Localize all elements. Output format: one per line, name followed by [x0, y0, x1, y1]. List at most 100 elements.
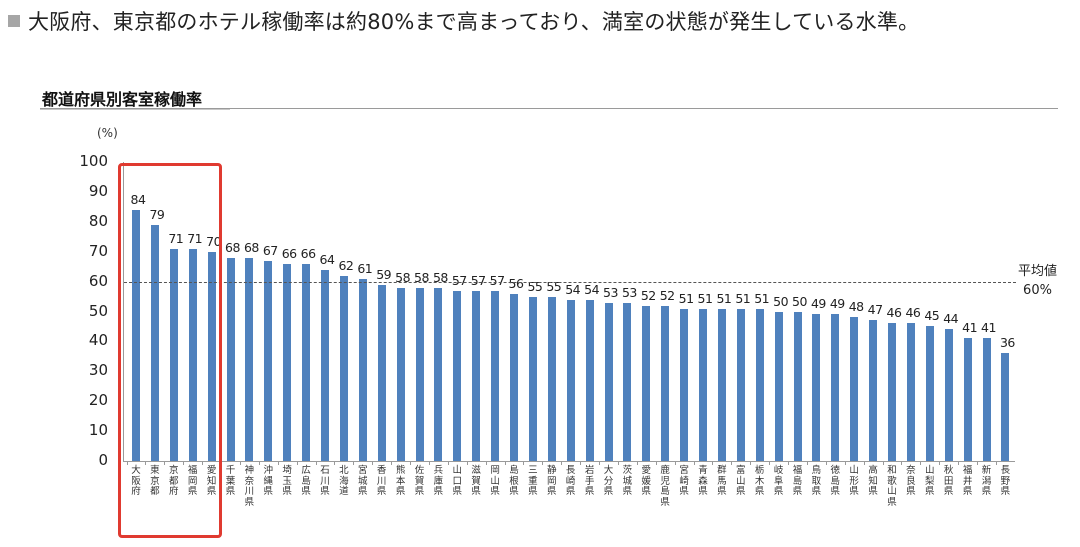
x-tick-mark — [391, 461, 393, 465]
x-tick-mark — [126, 461, 128, 465]
bar — [434, 287, 443, 461]
bar-value-label: 49 — [829, 296, 845, 312]
x-tick-mark — [239, 461, 241, 465]
bar — [736, 308, 745, 461]
x-tick-mark — [296, 461, 298, 465]
bar — [321, 269, 329, 461]
bar-value-label: 54 — [565, 281, 581, 297]
bar-value-label: 50 — [792, 293, 807, 309]
x-tick-mark — [788, 461, 790, 465]
x-tick-label: 愛知県 — [206, 465, 217, 497]
bar-value-label: 71 — [187, 230, 203, 246]
bar — [453, 290, 462, 461]
x-tick-mark — [977, 461, 979, 465]
x-tick-mark — [958, 461, 960, 465]
bar — [850, 317, 859, 461]
x-tick-mark — [636, 461, 638, 465]
bar — [755, 308, 764, 461]
x-tick-mark — [863, 461, 865, 465]
x-tick-label: 石川県 — [320, 465, 330, 497]
bar-value-label: 58 — [414, 269, 429, 285]
bar-value-label: 66 — [281, 245, 297, 261]
x-tick-label: 茨城県 — [622, 465, 633, 497]
x-tick-label: 静岡県 — [547, 465, 557, 497]
bar-value-label: 68 — [225, 239, 240, 255]
x-tick-label: 宮城県 — [358, 465, 368, 497]
x-tick-mark — [145, 461, 147, 465]
bar — [547, 296, 556, 461]
bar — [528, 296, 537, 461]
x-tick-mark — [164, 461, 166, 465]
x-tick-mark — [523, 461, 525, 465]
bar-value-label: 59 — [376, 266, 392, 282]
x-tick-label: 長崎県 — [565, 465, 576, 497]
y-axis-unit: (%) — [97, 126, 118, 140]
x-tick-mark — [844, 461, 846, 465]
x-tick-label: 岡山県 — [490, 465, 500, 497]
bar — [415, 287, 424, 461]
x-tick-label: 新潟県 — [981, 465, 992, 497]
bar — [377, 284, 386, 461]
bar — [226, 257, 235, 461]
bar-value-label: 36 — [999, 335, 1015, 351]
x-tick-label: 佐賀県 — [414, 465, 425, 497]
x-tick-label: 栃木県 — [754, 465, 765, 497]
bar-value-label: 57 — [451, 272, 467, 288]
bar-value-label: 68 — [243, 239, 259, 255]
x-tick-mark — [485, 461, 487, 465]
y-tick-label: 80 — [88, 211, 108, 230]
x-tick-mark — [655, 461, 657, 465]
bar — [793, 311, 802, 461]
bar — [774, 311, 783, 461]
chart-title: 都道府県別客室稼働率 — [42, 90, 203, 109]
x-tick-mark — [617, 461, 619, 465]
bar — [812, 314, 821, 461]
bar — [982, 338, 991, 461]
bar — [604, 302, 613, 461]
x-tick-mark — [315, 461, 317, 465]
x-tick-label: 大阪府 — [131, 465, 141, 497]
average-label-title: 平均値 — [1018, 264, 1058, 279]
bar — [925, 326, 934, 461]
x-tick-mark — [466, 461, 468, 465]
x-tick-label: 広島県 — [301, 465, 311, 497]
x-axis — [123, 461, 1015, 462]
bar-value-label: 46 — [886, 305, 902, 321]
bar — [264, 260, 273, 461]
x-tick-label: 福井県 — [962, 465, 973, 497]
x-tick-label: 埼玉県 — [282, 465, 292, 497]
x-tick-mark — [939, 461, 941, 465]
x-tick-label: 三重県 — [528, 465, 538, 497]
bar-value-label: 58 — [432, 269, 448, 285]
bar-value-label: 46 — [905, 305, 921, 321]
x-tick-label: 青森県 — [698, 465, 708, 497]
bar-value-label: 45 — [924, 308, 940, 324]
bar-value-label: 54 — [584, 281, 600, 297]
x-tick-label: 福岡県 — [187, 465, 198, 497]
x-tick-label: 愛媛県 — [641, 465, 652, 497]
y-tick-label: 10 — [88, 421, 108, 440]
x-tick-label: 山口県 — [452, 465, 463, 497]
x-tick-mark — [750, 461, 752, 465]
x-tick-mark — [693, 461, 695, 465]
bar-value-label: 47 — [867, 302, 883, 318]
bar — [150, 224, 159, 461]
x-tick-label: 山形県 — [849, 465, 859, 497]
x-tick-label: 宮崎県 — [679, 465, 689, 497]
y-tick-label: 0 — [98, 451, 108, 469]
x-tick-label: 鹿児島県 — [660, 465, 670, 508]
bar — [302, 263, 311, 461]
bar-value-label: 57 — [470, 272, 486, 288]
bar — [869, 320, 878, 461]
x-tick-mark — [353, 461, 355, 465]
x-tick-mark — [334, 461, 336, 465]
x-tick-mark — [504, 461, 506, 465]
x-tick-mark — [447, 461, 449, 465]
x-tick-mark — [183, 461, 185, 465]
bar-value-label: 49 — [810, 296, 826, 312]
x-tick-label: 滋賀県 — [471, 465, 481, 497]
bar — [944, 329, 953, 461]
x-tick-label: 鳥取県 — [811, 465, 822, 497]
bar — [906, 323, 915, 461]
bar-value-label: 52 — [659, 287, 675, 303]
